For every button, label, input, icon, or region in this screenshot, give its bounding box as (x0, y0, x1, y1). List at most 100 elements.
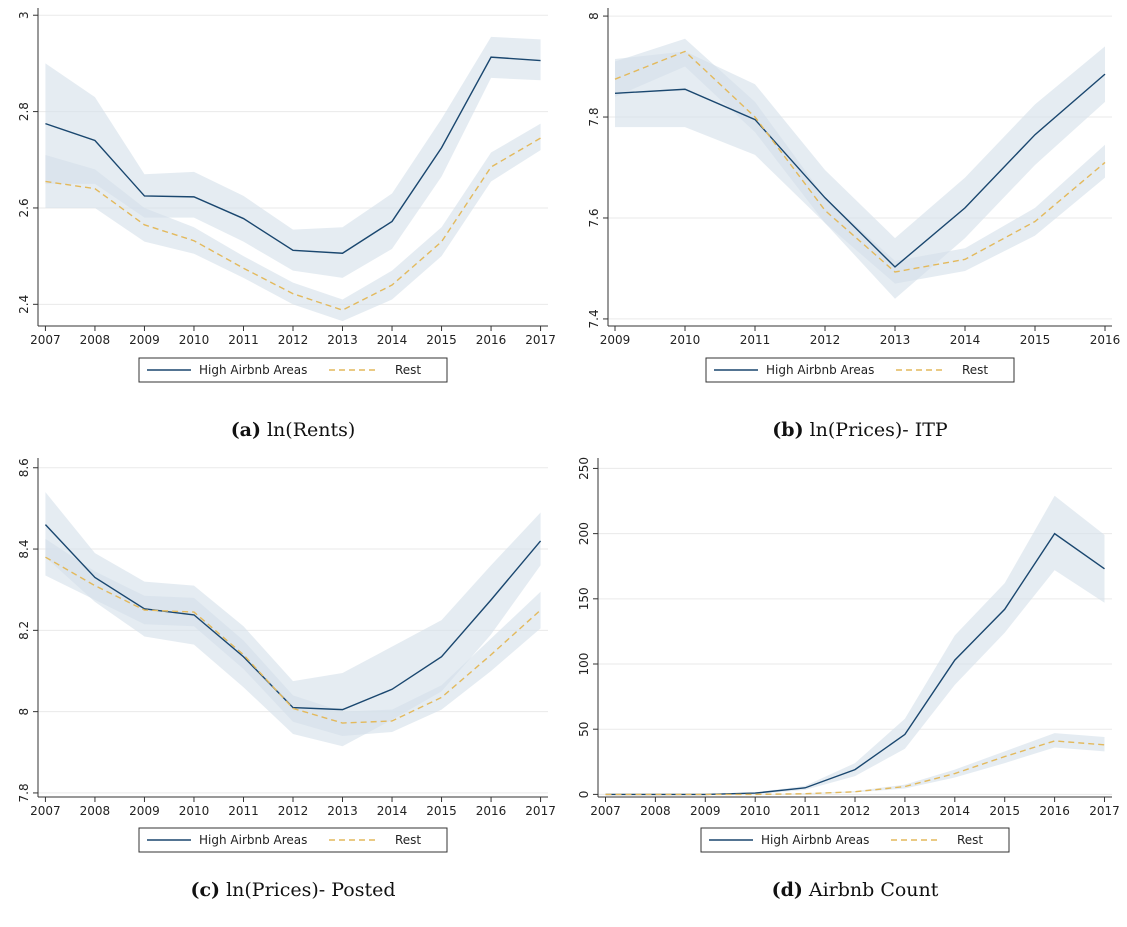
caption-text: ln(Prices)- ITP (810, 419, 948, 441)
x-tick-label: 2013 (327, 804, 358, 818)
y-tick-label: 7.8 (17, 783, 31, 802)
plot-area (598, 458, 1112, 797)
x-tick-label: 2016 (476, 804, 507, 818)
series-line (614, 50, 1106, 273)
x-tick-label: 2010 (179, 804, 210, 818)
x-tick-label: 2014 (950, 333, 981, 347)
x-tick-label: 2016 (1039, 804, 1070, 818)
series-line (605, 740, 1105, 796)
legend-label: Rest (395, 363, 421, 377)
y-tick-label: 150 (577, 587, 591, 610)
x-tick-label: 2017 (525, 804, 556, 818)
caption: (d) Airbnb Count (772, 879, 939, 901)
legend: High Airbnb Areas Rest (138, 357, 448, 383)
x-tick-label: 2012 (278, 333, 309, 347)
x-tick-label: 2013 (880, 333, 911, 347)
y-tick-label: 0 (577, 791, 591, 799)
x-tick-label: 2012 (810, 333, 841, 347)
legend-label: Rest (957, 833, 983, 847)
y-tick-label: 3 (17, 11, 31, 19)
x-tick-label: 2010 (670, 333, 701, 347)
x-tick-label: 2012 (278, 804, 309, 818)
y-tick-label: 2.4 (17, 295, 31, 314)
y-tick-label: 50 (577, 722, 591, 737)
x-tick-label: 2017 (1089, 804, 1120, 818)
x-tick-label: 2016 (1090, 333, 1121, 347)
series-line (44, 524, 542, 711)
legend-label: High Airbnb Areas (199, 363, 307, 377)
x-tick-label: 2011 (790, 804, 821, 818)
panel: 0 50 100 150 200 250 2007 2008 2009 2010 2011 2012 2… (577, 457, 1120, 901)
x-tick-label: 2008 (80, 804, 111, 818)
caption-label: (c) (191, 879, 221, 901)
panel: 7.4 7.6 7.8 8 2009 2010 2011 2012 2013 2014 2015 20… (587, 8, 1120, 441)
confidence-band (615, 38, 1105, 284)
x-tick-label: 2009 (690, 804, 721, 818)
y-tick-label: 100 (577, 653, 591, 676)
confidence-band (45, 123, 541, 322)
x-tick-label: 2011 (740, 333, 771, 347)
x-tick-label: 2007 (30, 804, 61, 818)
series-line (45, 56, 541, 254)
x-tick-label: 2010 (740, 804, 771, 818)
y-tick-label: 8.6 (17, 458, 31, 477)
caption-label: (a) (231, 419, 261, 441)
x-tick-label: 2015 (426, 804, 457, 818)
x-tick-label: 2010 (179, 333, 210, 347)
y-tick-label: 8 (587, 12, 601, 20)
x-tick-label: 2015 (1020, 333, 1051, 347)
x-tick-label: 2009 (129, 804, 160, 818)
x-tick-label: 2016 (476, 333, 507, 347)
x-tick-label: 2009 (600, 333, 631, 347)
legend-label: High Airbnb Areas (199, 833, 307, 847)
confidence-band (605, 495, 1105, 795)
caption-text: ln(Rents) (267, 419, 355, 441)
legend: High Airbnb Areas Rest (705, 357, 1015, 383)
confidence-band (605, 733, 1105, 795)
legend-label: High Airbnb Areas (761, 833, 869, 847)
x-tick-label: 2015 (426, 333, 457, 347)
y-tick-label: 7.8 (587, 107, 601, 126)
y-tick-label: 8.4 (17, 540, 31, 559)
caption-text: Airbnb Count (808, 879, 939, 901)
confidence-band (45, 538, 541, 737)
x-tick-label: 2014 (377, 333, 408, 347)
caption-label: (b) (772, 419, 803, 441)
x-tick-label: 2009 (129, 333, 160, 347)
x-tick-label: 2011 (228, 333, 259, 347)
panel: 7.8 8 8.2 8.4 8.6 2007 2008 2009 2010 2011 2012 201… (17, 458, 556, 901)
caption: (c) ln(Prices)- Posted (191, 879, 396, 901)
confidence-band (45, 492, 541, 747)
x-tick-label: 2017 (525, 333, 556, 347)
y-tick-label: 8.2 (17, 621, 31, 640)
legend-label: High Airbnb Areas (766, 363, 874, 377)
x-tick-label: 2007 (30, 333, 61, 347)
panel: 2.4 2.6 2.8 3 2007 2008 2009 2010 2011 2012 2013 20… (17, 8, 556, 441)
legend-label: Rest (962, 363, 988, 377)
y-tick-label: 8 (17, 708, 31, 716)
caption: (a) ln(Rents) (231, 419, 356, 441)
legend: High Airbnb Areas Rest (138, 827, 448, 853)
caption-label: (d) (772, 879, 803, 901)
legend: High Airbnb Areas Rest (700, 827, 1010, 853)
series-line (45, 137, 541, 311)
x-tick-label: 2015 (989, 804, 1020, 818)
y-tick-label: 2.8 (17, 102, 31, 121)
series-line (614, 73, 1106, 268)
x-tick-label: 2013 (890, 804, 921, 818)
y-tick-label: 7.6 (587, 208, 601, 227)
legend-label: Rest (395, 833, 421, 847)
x-tick-label: 2012 (840, 804, 871, 818)
x-tick-label: 2014 (940, 804, 971, 818)
y-tick-label: 2.6 (17, 198, 31, 217)
x-tick-label: 2011 (228, 804, 259, 818)
caption-text: ln(Prices)- Posted (226, 879, 395, 901)
y-tick-label: 200 (577, 522, 591, 545)
series-line (45, 556, 542, 724)
y-tick-label: 250 (577, 457, 591, 480)
x-tick-label: 2014 (377, 804, 408, 818)
x-tick-label: 2008 (80, 333, 111, 347)
x-tick-label: 2007 (590, 804, 621, 818)
